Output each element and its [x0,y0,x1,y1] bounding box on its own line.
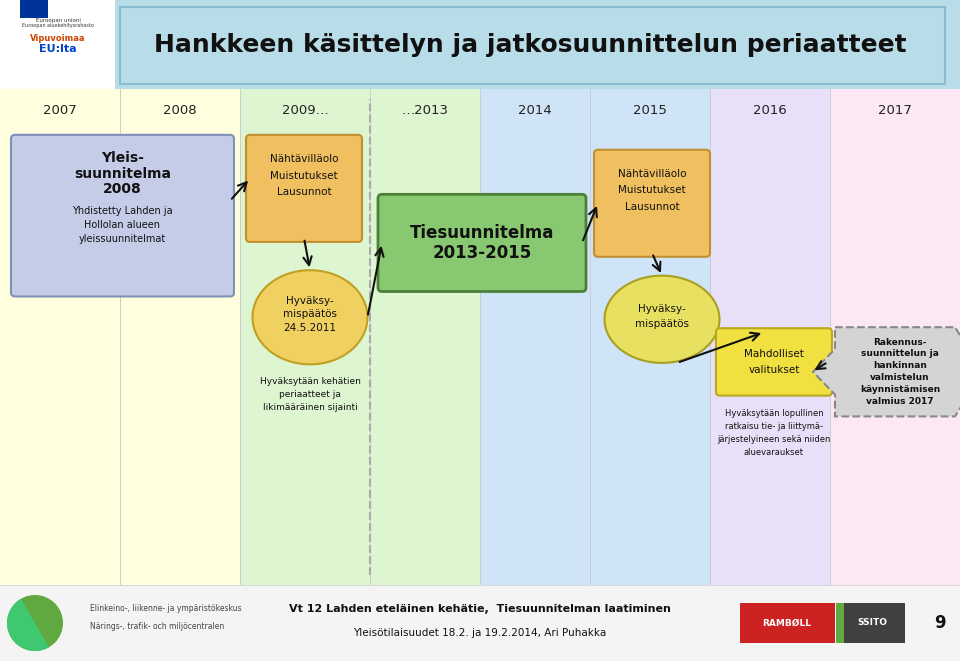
Text: suunnitelma: suunnitelma [74,167,171,180]
Text: EU:lta: EU:lta [39,44,77,54]
Text: 2007: 2007 [43,104,77,117]
Text: Hyväksy-: Hyväksy- [286,296,334,307]
Text: 9: 9 [934,614,946,632]
Text: Hyväksy-: Hyväksy- [638,304,685,315]
Text: 2008: 2008 [103,182,142,196]
Text: Elinkeino-, liikenne- ja ympäristökeskus: Elinkeino-, liikenne- ja ympäristökeskus [90,605,242,613]
Text: 2008: 2008 [163,104,197,117]
Ellipse shape [605,276,719,363]
FancyBboxPatch shape [246,135,362,242]
Bar [20,0,48,18]
Text: 2017: 2017 [878,104,912,117]
Text: Hankkeen käsittelyn ja jatkosuunnittelun periaatteet: Hankkeen käsittelyn ja jatkosuunnittelun… [154,32,906,57]
Text: Hyväksytään lopullinen: Hyväksytään lopullinen [725,409,824,418]
Bar [0,0,115,89]
Ellipse shape [252,270,368,364]
Text: Hyväksytään kehätien: Hyväksytään kehätien [259,377,360,386]
FancyBboxPatch shape [716,329,832,395]
Bar [740,603,835,643]
Text: Yhdistetty Lahden ja: Yhdistetty Lahden ja [72,206,173,216]
Text: käynnistämisen: käynnistämisen [860,385,940,394]
Text: 2014: 2014 [518,104,552,117]
Bar [120,89,240,585]
Text: järjestelyineen sekä niiden: järjestelyineen sekä niiden [717,436,830,444]
Text: aluevaraukset: aluevaraukset [744,448,804,457]
Text: valmistelun: valmistelun [870,373,930,382]
Text: 2015: 2015 [633,104,667,117]
Wedge shape [7,599,49,651]
Text: valitukset: valitukset [748,365,800,375]
Text: mispäätös: mispäätös [635,319,689,329]
Text: Euroopan aluekehitysrahasto: Euroopan aluekehitysrahasto [22,22,94,28]
Text: …2013: …2013 [401,104,448,117]
Text: Lausunnot: Lausunnot [276,188,331,198]
Text: Euroopan unioni: Euroopan unioni [36,18,81,23]
Text: suunnittelun ja: suunnittelun ja [861,350,939,358]
Text: likimääräinen sijainti: likimääräinen sijainti [263,403,357,412]
Text: Vt 12 Lahden eteläinen kehätie,  Tiesuunnitelman laatiminen: Vt 12 Lahden eteläinen kehätie, Tiesuunn… [289,604,671,614]
Text: Yleisötilaisuudet 18.2. ja 19.2.2014, Ari Puhakka: Yleisötilaisuudet 18.2. ja 19.2.2014, Ar… [353,628,607,638]
Text: Hollolan alueen: Hollolan alueen [84,220,160,230]
Text: hankinnan: hankinnan [873,362,927,370]
Bar [830,89,960,585]
Text: SSITO: SSITO [857,619,887,627]
Text: Nähtävilläolo: Nähtävilläolo [270,154,338,164]
Text: Vipuvoimaa: Vipuvoimaa [31,34,85,43]
Circle shape [7,595,63,651]
Text: Rakennus-: Rakennus- [874,338,926,346]
Bar [480,89,590,585]
Text: 2013-2015: 2013-2015 [432,244,532,262]
Text: Nähtävilläolo: Nähtävilläolo [617,169,686,178]
Text: RAMBØLL: RAMBØLL [762,619,811,627]
FancyBboxPatch shape [378,194,586,292]
Text: Mahdolliset: Mahdolliset [744,349,804,359]
FancyBboxPatch shape [594,149,710,256]
Text: valmius 2017: valmius 2017 [866,397,934,406]
Text: Muistutukset: Muistutukset [618,185,685,196]
Text: periaatteet ja: periaatteet ja [279,390,341,399]
Bar [590,89,710,585]
Text: Tiesuunnitelma: Tiesuunnitelma [410,224,554,242]
Text: yleissuunnitelmat: yleissuunnitelmat [79,234,166,244]
Text: Närings-, trafik- och miljöcentralen: Närings-, trafik- och miljöcentralen [90,623,225,631]
Text: ratkaisu tie- ja liittymä-: ratkaisu tie- ja liittymä- [725,422,823,432]
Text: 24.5.2011: 24.5.2011 [283,323,337,333]
Polygon shape [813,327,960,416]
Bar [840,603,905,643]
Bar [0,89,120,585]
Bar [710,89,830,585]
Text: 2009…: 2009… [281,104,328,117]
Text: Yleis-: Yleis- [101,151,144,165]
FancyBboxPatch shape [120,7,945,85]
Text: Lausunnot: Lausunnot [625,202,680,212]
FancyBboxPatch shape [11,135,234,296]
Text: 2016: 2016 [754,104,787,117]
Bar [370,89,480,585]
Text: mispäätös: mispäätös [283,309,337,319]
Bar [240,89,370,585]
Bar [836,603,844,643]
Text: Muistutukset: Muistutukset [270,171,338,180]
